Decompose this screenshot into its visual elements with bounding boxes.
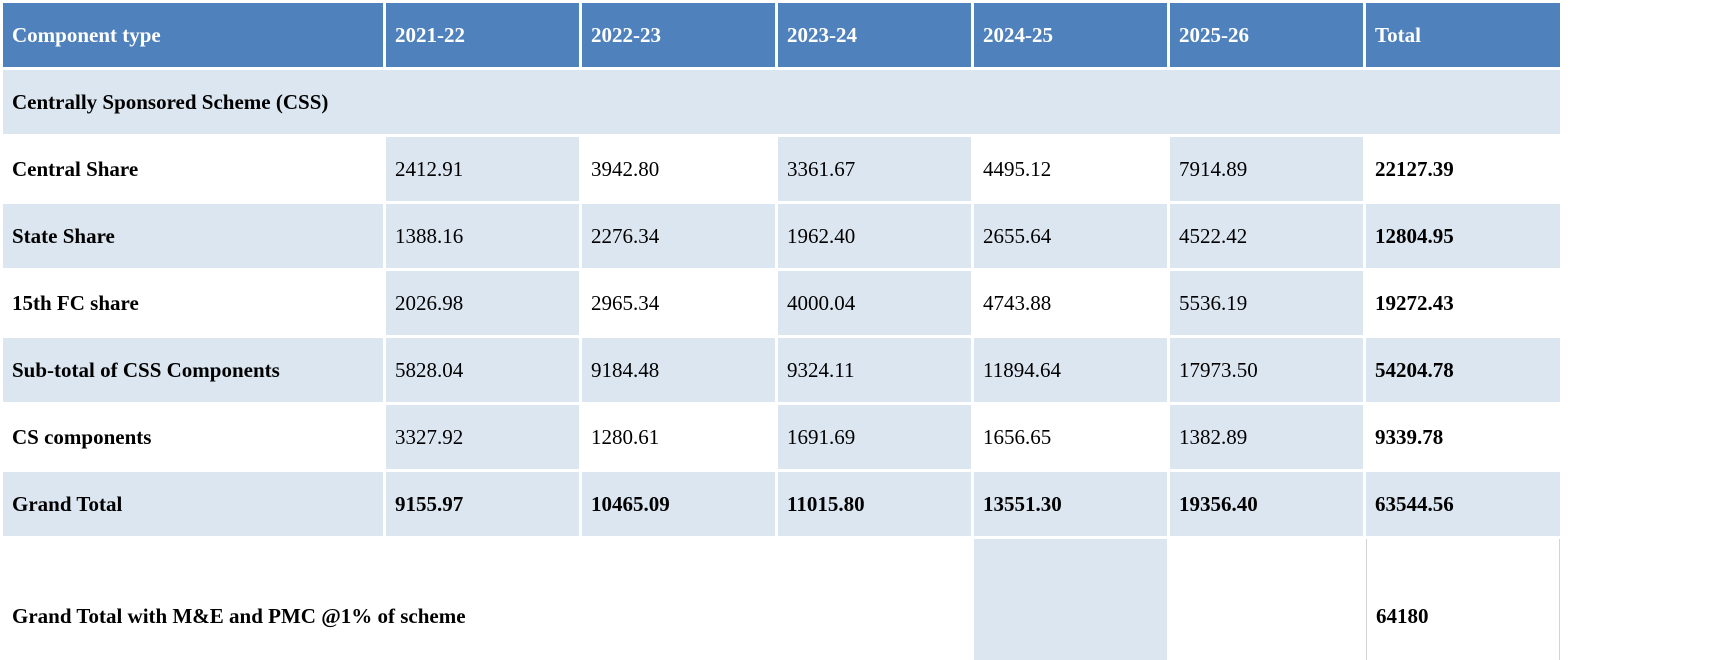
table-row-central-share: Central Share 2412.91 3942.80 3361.67 44… — [3, 137, 1560, 201]
value-cell: 1656.65 — [974, 405, 1167, 469]
total-cell: 19272.43 — [1366, 271, 1560, 335]
value-cell: 17973.50 — [1170, 338, 1363, 402]
value-cell: 4743.88 — [974, 271, 1167, 335]
table-row-15th-fc-share: 15th FC share 2026.98 2965.34 4000.04 47… — [3, 271, 1560, 335]
row-label: 15th FC share — [3, 271, 383, 335]
row-label: CS components — [3, 405, 383, 469]
value-cell: 2026.98 — [386, 271, 579, 335]
column-header-2025-26: 2025-26 — [1170, 3, 1363, 67]
value-cell: 4000.04 — [778, 271, 971, 335]
value-cell: 1280.61 — [582, 405, 775, 469]
value-cell: 4522.42 — [1170, 204, 1363, 268]
value-cell: 1388.16 — [386, 204, 579, 268]
table-row-subtotal-css: Sub-total of CSS Components 5828.04 9184… — [3, 338, 1560, 402]
total-cell: 22127.39 — [1366, 137, 1560, 201]
column-header-2023-24: 2023-24 — [778, 3, 971, 67]
row-label: Grand Total — [3, 472, 383, 536]
total-cell: 54204.78 — [1366, 338, 1560, 402]
total-cell: 12804.95 — [1366, 204, 1560, 268]
column-header-component-type: Component type — [3, 3, 383, 67]
value-cell: 2965.34 — [582, 271, 775, 335]
empty-cell — [974, 539, 1167, 660]
value-cell: 4495.12 — [974, 137, 1167, 201]
column-header-2021-22: 2021-22 — [386, 3, 579, 67]
section-row: Centrally Sponsored Scheme (CSS) — [3, 70, 1560, 134]
value-cell: 9324.11 — [778, 338, 971, 402]
value-cell: 2412.91 — [386, 137, 579, 201]
value-cell: 1962.40 — [778, 204, 971, 268]
row-label: State Share — [3, 204, 383, 268]
value-cell: 10465.09 — [582, 472, 775, 536]
table-row-state-share: State Share 1388.16 2276.34 1962.40 2655… — [3, 204, 1560, 268]
value-cell: 11015.80 — [778, 472, 971, 536]
header-row: Component type 2021-22 2022-23 2023-24 2… — [3, 3, 1560, 67]
value-cell: 9184.48 — [582, 338, 775, 402]
value-cell: 11894.64 — [974, 338, 1167, 402]
empty-cell — [1170, 539, 1363, 660]
value-cell: 13551.30 — [974, 472, 1167, 536]
value-cell: 1382.89 — [1170, 405, 1363, 469]
table-row-grand-total: Grand Total 9155.97 10465.09 11015.80 13… — [3, 472, 1560, 536]
value-cell: 5828.04 — [386, 338, 579, 402]
total-cell: 63544.56 — [1366, 472, 1560, 536]
value-cell: 7914.89 — [1170, 137, 1363, 201]
table-row-grand-total-with-me-pmc: Grand Total with M&E and PMC @1% of sche… — [3, 539, 1560, 660]
table-row-cs-components: CS components 3327.92 1280.61 1691.69 16… — [3, 405, 1560, 469]
value-cell: 3942.80 — [582, 137, 775, 201]
row-label: Central Share — [3, 137, 383, 201]
section-header-cell: Centrally Sponsored Scheme (CSS) — [3, 70, 1560, 134]
footer-label: Grand Total with M&E and PMC @1% of sche… — [3, 539, 971, 660]
component-budget-table: Component type 2021-22 2022-23 2023-24 2… — [3, 3, 1560, 660]
value-cell: 9155.97 — [386, 472, 579, 536]
column-header-2022-23: 2022-23 — [582, 3, 775, 67]
row-label: Sub-total of CSS Components — [3, 338, 383, 402]
value-cell: 2655.64 — [974, 204, 1167, 268]
value-cell: 3327.92 — [386, 405, 579, 469]
value-cell: 1691.69 — [778, 405, 971, 469]
value-cell: 19356.40 — [1170, 472, 1363, 536]
column-header-2024-25: 2024-25 — [974, 3, 1167, 67]
value-cell: 2276.34 — [582, 204, 775, 268]
total-cell: 9339.78 — [1366, 405, 1560, 469]
value-cell: 3361.67 — [778, 137, 971, 201]
footer-total-cell: 64180 — [1366, 539, 1560, 660]
value-cell: 5536.19 — [1170, 271, 1363, 335]
column-header-total: Total — [1366, 3, 1560, 67]
